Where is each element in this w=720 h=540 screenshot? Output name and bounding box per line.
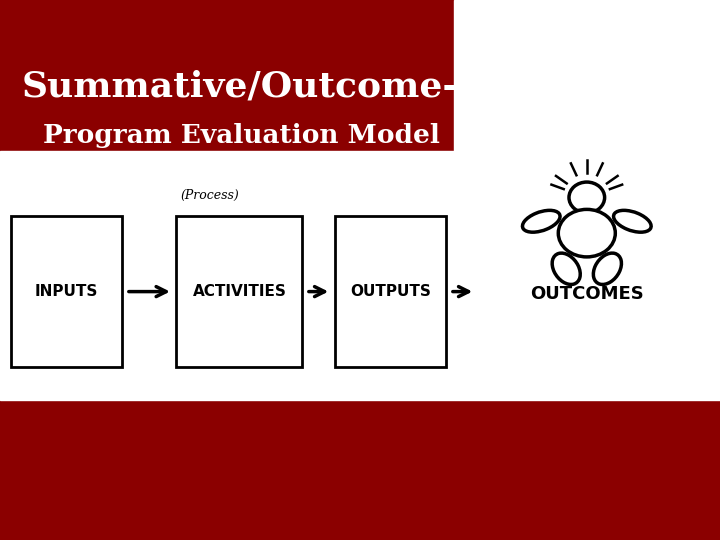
- Bar: [11, 216, 122, 367]
- Ellipse shape: [523, 211, 560, 232]
- Ellipse shape: [558, 210, 616, 257]
- Text: ACTIVITIES: ACTIVITIES: [192, 284, 287, 299]
- Text: (Process): (Process): [180, 189, 239, 202]
- Text: OUTCOMES: OUTCOMES: [530, 285, 644, 303]
- Text: INPUTS: INPUTS: [35, 284, 99, 299]
- Text: OUTPUTS: OUTPUTS: [350, 284, 431, 299]
- Ellipse shape: [613, 211, 651, 232]
- Bar: [176, 216, 302, 367]
- Bar: [335, 216, 446, 367]
- Ellipse shape: [552, 253, 580, 285]
- Text: Program Evaluation Model: Program Evaluation Model: [43, 123, 440, 147]
- Ellipse shape: [569, 182, 605, 213]
- Text: Summative/Outcome-Based: Summative/Outcome-Based: [22, 70, 581, 103]
- Bar: [0, 151, 720, 400]
- Bar: [454, 0, 720, 205]
- Ellipse shape: [593, 253, 621, 285]
